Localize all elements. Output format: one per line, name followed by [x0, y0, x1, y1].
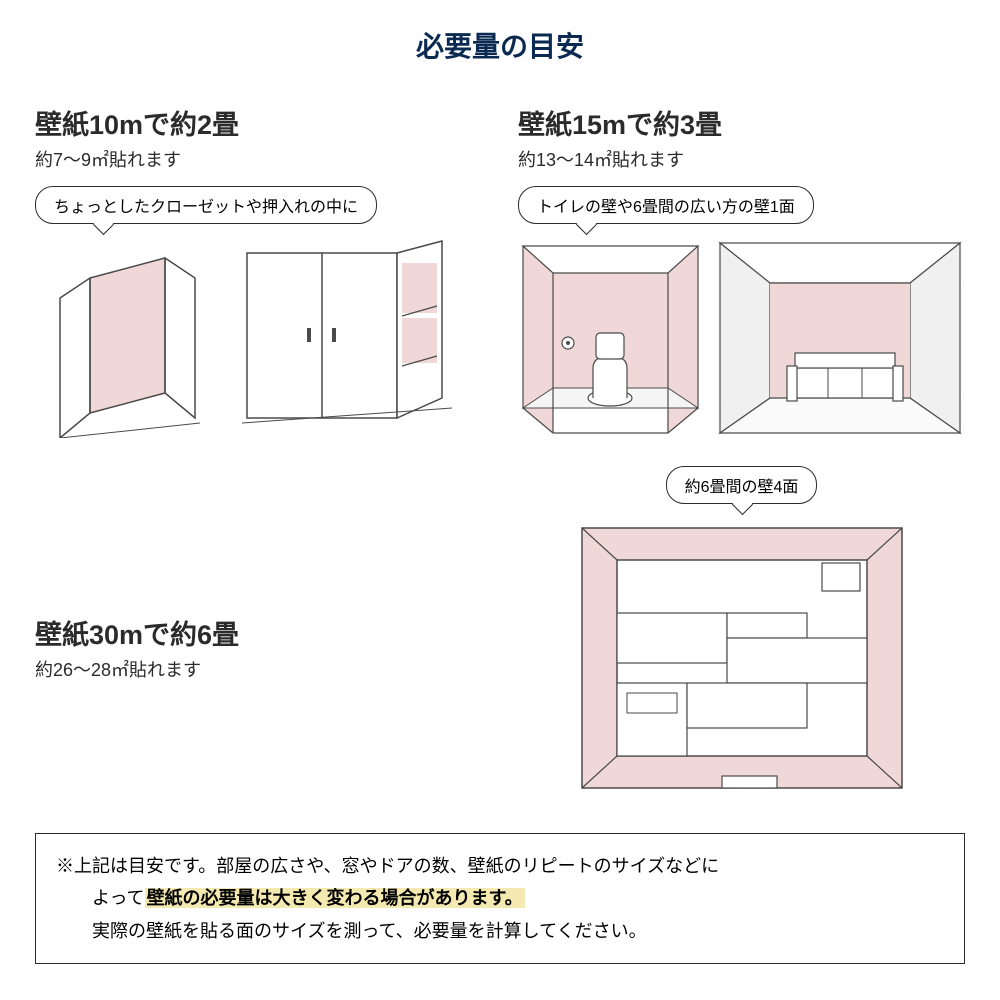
section-10m-bubble: ちょっとしたクローゼットや押入れの中に	[35, 186, 377, 224]
section-15m-title: 壁紙15mで約3畳	[518, 103, 965, 142]
footer-line-3: 実際の壁紙を貼る面のサイズを測って、必要量を計算してください。	[56, 915, 944, 947]
section-15m-illustrations	[518, 238, 965, 438]
room-four-walls-icon	[572, 518, 912, 798]
section-15m-sub: 約13～14㎡貼れます	[518, 146, 965, 172]
section-10m: 壁紙10mで約2畳 約7～9㎡貼れます ちょっとしたクローゼットや押入れの中に	[35, 103, 468, 438]
footer-note: ※上記は目安です。部屋の広さや、窓やドアの数、壁紙のリピートのサイズなどに よっ…	[35, 833, 965, 964]
section-30m-bubble: 約6畳間の壁4面	[666, 466, 818, 504]
footer-line-2: よって壁紙の必要量は大きく変わる場合があります。	[56, 882, 944, 914]
section-10m-illustrations	[35, 238, 468, 438]
section-30m: 壁紙30mで約6畳 約26～28㎡貼れます	[35, 466, 468, 803]
section-10m-sub: 約7～9㎡貼れます	[35, 146, 468, 172]
section-15m: 壁紙15mで約3畳 約13～14㎡貼れます トイレの壁や6畳間の広い方の壁1面	[518, 103, 965, 438]
footer-line-1: ※上記は目安です。部屋の広さや、窓やドアの数、壁紙のリピートのサイズなどに	[56, 850, 944, 882]
toilet-room-icon	[518, 238, 703, 438]
oshiire-icon	[237, 238, 467, 438]
room-single-wall-icon	[715, 238, 965, 438]
section-30m-title: 壁紙30mで約6畳	[35, 613, 468, 652]
section-30m-illus: 約6畳間の壁4面	[518, 466, 965, 803]
sections-grid: 壁紙10mで約2畳 約7～9㎡貼れます ちょっとしたクローゼットや押入れの中に	[35, 103, 965, 803]
section-15m-bubble: トイレの壁や6畳間の広い方の壁1面	[518, 186, 814, 224]
footer-highlight: 壁紙の必要量は大きく変わる場合があります。	[145, 888, 525, 908]
footer-line-2-prefix: よって	[56, 888, 145, 908]
section-30m-sub: 約26～28㎡貼れます	[35, 656, 468, 682]
section-10m-title: 壁紙10mで約2畳	[35, 103, 468, 142]
closet-icon	[35, 238, 225, 438]
page-title: 必要量の目安	[35, 25, 965, 65]
